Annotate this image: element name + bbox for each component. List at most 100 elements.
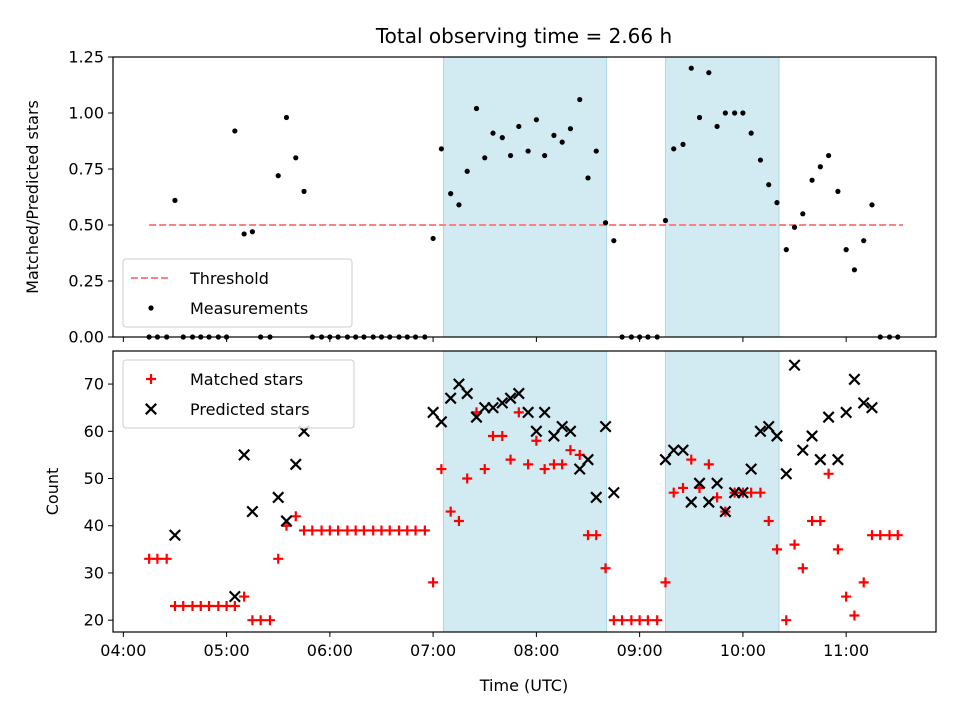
- legend-marker-swatch: [145, 403, 157, 415]
- x-tick-label: 07:00: [410, 641, 456, 660]
- legend-marker-swatch: [148, 305, 154, 311]
- predicted-star-point: [788, 359, 801, 372]
- legend-label: Predicted stars: [190, 400, 310, 419]
- y-axis-label: Matched/Predicted stars: [23, 100, 42, 294]
- matched-star-point: [849, 610, 860, 621]
- legend: Matched stars Predicted stars: [122, 359, 355, 429]
- measurement-point: [438, 146, 444, 152]
- matched-star-point: [823, 468, 834, 479]
- measurement-point: [525, 148, 531, 154]
- legend: Threshold Measurements: [122, 258, 353, 328]
- measurement-point: [577, 96, 583, 103]
- y-tick-label: 1.00: [68, 104, 104, 123]
- matched-star-point: [505, 454, 516, 465]
- legend-label: Measurements: [190, 299, 308, 318]
- matched-star-point: [384, 525, 395, 536]
- measurement-point: [464, 168, 470, 174]
- matched-star-point: [531, 435, 542, 446]
- matched-star-point: [152, 553, 163, 564]
- legend-label: Threshold: [189, 269, 269, 288]
- measurement-point: [748, 130, 754, 136]
- measurement-point: [172, 197, 178, 203]
- measurement-point: [696, 114, 703, 121]
- y-axis-label: Count: [43, 468, 62, 516]
- measurement-point: [843, 247, 849, 253]
- axes-frame: [112, 56, 937, 338]
- predicted-star-point: [168, 529, 181, 542]
- predicted-star-point: [461, 387, 474, 400]
- predicted-star-point: [547, 430, 560, 442]
- y-tick-label: 20: [84, 611, 104, 630]
- measurement-point: [301, 188, 307, 194]
- predicted-star-point: [754, 425, 767, 438]
- measurement-point: [688, 65, 694, 71]
- measurement-point: [430, 235, 436, 242]
- measurement-point: [809, 177, 815, 183]
- legend-marker-swatch: [146, 374, 156, 384]
- measurement-point: [456, 202, 462, 208]
- predicted-star-point: [564, 425, 577, 438]
- matched-star-point: [419, 525, 430, 536]
- matched-star-point: [273, 553, 284, 564]
- matched-star-point: [832, 544, 843, 555]
- matched-star-point: [892, 530, 903, 541]
- measurement-point: [800, 211, 806, 217]
- matched-star-point: [358, 525, 369, 536]
- predicted-star-point: [659, 453, 672, 466]
- x-axis-ticks: 04:00 05:00 06:00 07:00 08:00 09:00 10:00 11:00: [100, 632, 869, 660]
- predicted-star-point: [272, 491, 285, 504]
- matched-star-point: [797, 563, 808, 574]
- measurement-point: [542, 152, 548, 159]
- matched-star-point: [703, 459, 714, 470]
- measurement-point: [602, 220, 609, 226]
- matched-star-point: [678, 482, 689, 493]
- measurement-point: [861, 238, 867, 244]
- matched-star-point: [858, 577, 869, 588]
- predicted-star-point: [806, 430, 819, 442]
- measurement-point: [293, 155, 299, 161]
- matched-star-point: [307, 525, 318, 536]
- measurement-point: [826, 152, 832, 159]
- matched-star-point: [652, 615, 663, 626]
- predicted-star-point: [796, 444, 809, 457]
- predicted-star-point: [745, 463, 758, 476]
- matched-star-point: [781, 615, 792, 626]
- predicted-star-point: [496, 396, 509, 409]
- predicted-star-point: [512, 387, 525, 400]
- predicted-star-point: [711, 477, 724, 490]
- predicted-star-point: [289, 458, 302, 471]
- measurement-point: [551, 132, 557, 138]
- predicted-star-point: [607, 486, 620, 499]
- measurement-point: [473, 105, 480, 112]
- y-tick-label: 30: [84, 563, 104, 582]
- predicted-star-point: [599, 420, 612, 433]
- predicted-star-point: [522, 406, 535, 419]
- predicted-star-point: [857, 396, 870, 409]
- measurement-point: [783, 247, 789, 253]
- measurement-point: [585, 175, 591, 181]
- measurement-point: [714, 123, 720, 130]
- matched-star-point: [600, 563, 611, 574]
- measurement-point: [835, 188, 841, 194]
- plot-marks: [144, 359, 903, 626]
- predicted-star-point: [693, 477, 706, 490]
- measurement-point: [567, 126, 574, 132]
- predicted-star-point: [840, 406, 853, 419]
- matched-star-point: [668, 487, 679, 498]
- measurement-point: [791, 224, 798, 230]
- predicted-star-point: [822, 411, 835, 424]
- matched-star-point: [557, 459, 568, 470]
- ratio-panel: 0.00 0.25 0.50 0.75 1.00 1.25 Matched/Predict…: [23, 48, 937, 347]
- measurement-point: [593, 148, 599, 154]
- y-tick-label: 60: [84, 422, 104, 441]
- measurement-point: [448, 191, 454, 197]
- matched-star-point: [686, 454, 697, 465]
- legend-box: [122, 359, 355, 429]
- predicted-star-point: [504, 392, 517, 405]
- matched-star-point: [591, 530, 602, 541]
- y-tick-label: 1.25: [68, 48, 104, 67]
- measurement-point: [482, 155, 488, 161]
- measurement-point: [275, 173, 281, 179]
- matched-star-point: [789, 539, 800, 550]
